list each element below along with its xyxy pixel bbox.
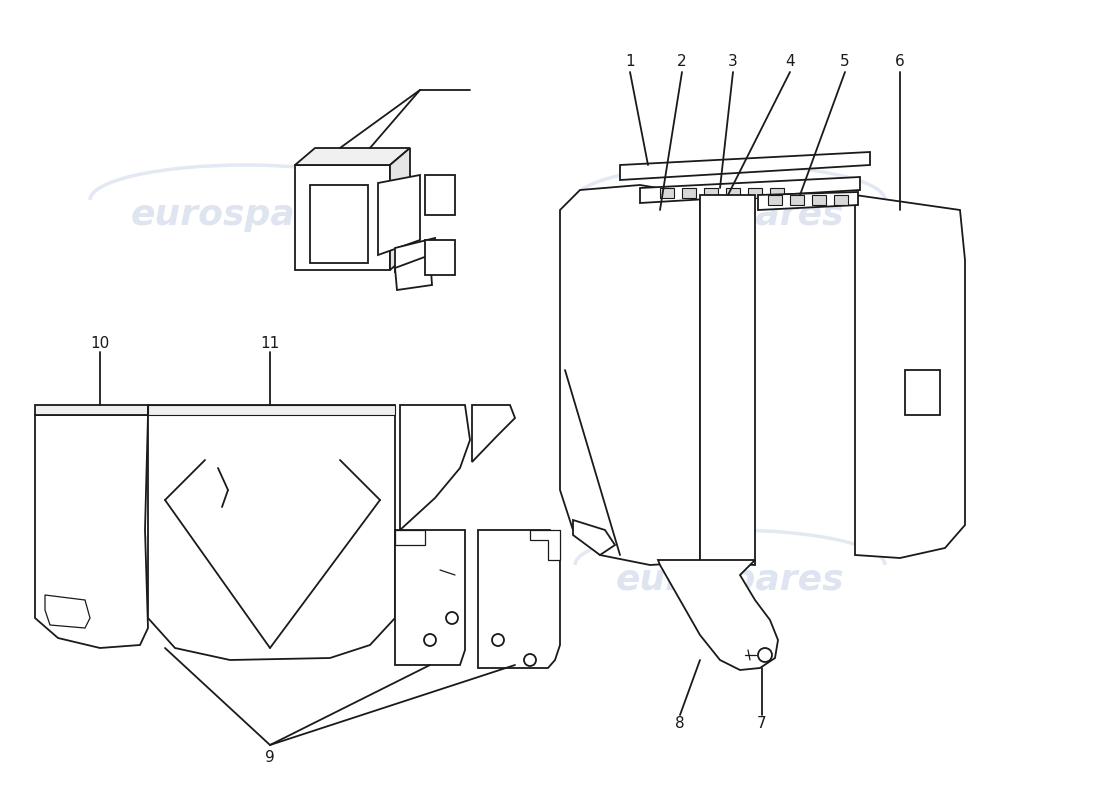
Polygon shape (472, 405, 515, 462)
Polygon shape (45, 595, 90, 628)
Polygon shape (768, 195, 782, 205)
Polygon shape (395, 255, 432, 290)
Polygon shape (425, 175, 455, 215)
Polygon shape (295, 165, 390, 270)
Polygon shape (35, 415, 148, 648)
Polygon shape (758, 192, 858, 210)
Text: 4: 4 (785, 54, 795, 70)
Text: eurospares: eurospares (616, 198, 845, 232)
Polygon shape (425, 240, 455, 275)
Polygon shape (812, 195, 826, 205)
Polygon shape (682, 188, 696, 198)
Polygon shape (148, 405, 395, 415)
Text: 11: 11 (261, 335, 279, 350)
Polygon shape (560, 185, 700, 565)
Text: 1: 1 (625, 54, 635, 70)
Polygon shape (748, 188, 762, 198)
Polygon shape (905, 370, 940, 415)
Polygon shape (855, 195, 965, 558)
Text: eurospares: eurospares (616, 563, 845, 597)
Polygon shape (530, 530, 560, 560)
Polygon shape (390, 148, 410, 270)
Polygon shape (295, 148, 410, 165)
Polygon shape (573, 520, 615, 555)
Polygon shape (658, 560, 778, 670)
Polygon shape (700, 195, 755, 565)
Polygon shape (790, 195, 804, 205)
Text: 5: 5 (840, 54, 850, 70)
Polygon shape (834, 195, 848, 205)
Polygon shape (310, 185, 369, 263)
Text: 3: 3 (728, 54, 738, 70)
Polygon shape (148, 405, 395, 660)
Polygon shape (704, 188, 718, 198)
Polygon shape (640, 177, 860, 203)
Polygon shape (660, 188, 674, 198)
Text: 6: 6 (895, 54, 905, 70)
Polygon shape (378, 175, 420, 255)
Text: 7: 7 (757, 717, 767, 731)
Text: 2: 2 (678, 54, 686, 70)
Polygon shape (395, 530, 465, 665)
Polygon shape (35, 405, 148, 415)
Text: 8: 8 (675, 717, 685, 731)
Polygon shape (400, 405, 470, 530)
Polygon shape (478, 530, 560, 668)
Polygon shape (726, 188, 740, 198)
Text: eurospares: eurospares (131, 198, 360, 232)
Text: 10: 10 (90, 335, 110, 350)
Text: 9: 9 (265, 750, 275, 765)
Polygon shape (395, 530, 425, 545)
Text: eurospares: eurospares (131, 563, 360, 597)
Polygon shape (770, 188, 784, 198)
Polygon shape (395, 238, 434, 272)
Polygon shape (620, 152, 870, 180)
